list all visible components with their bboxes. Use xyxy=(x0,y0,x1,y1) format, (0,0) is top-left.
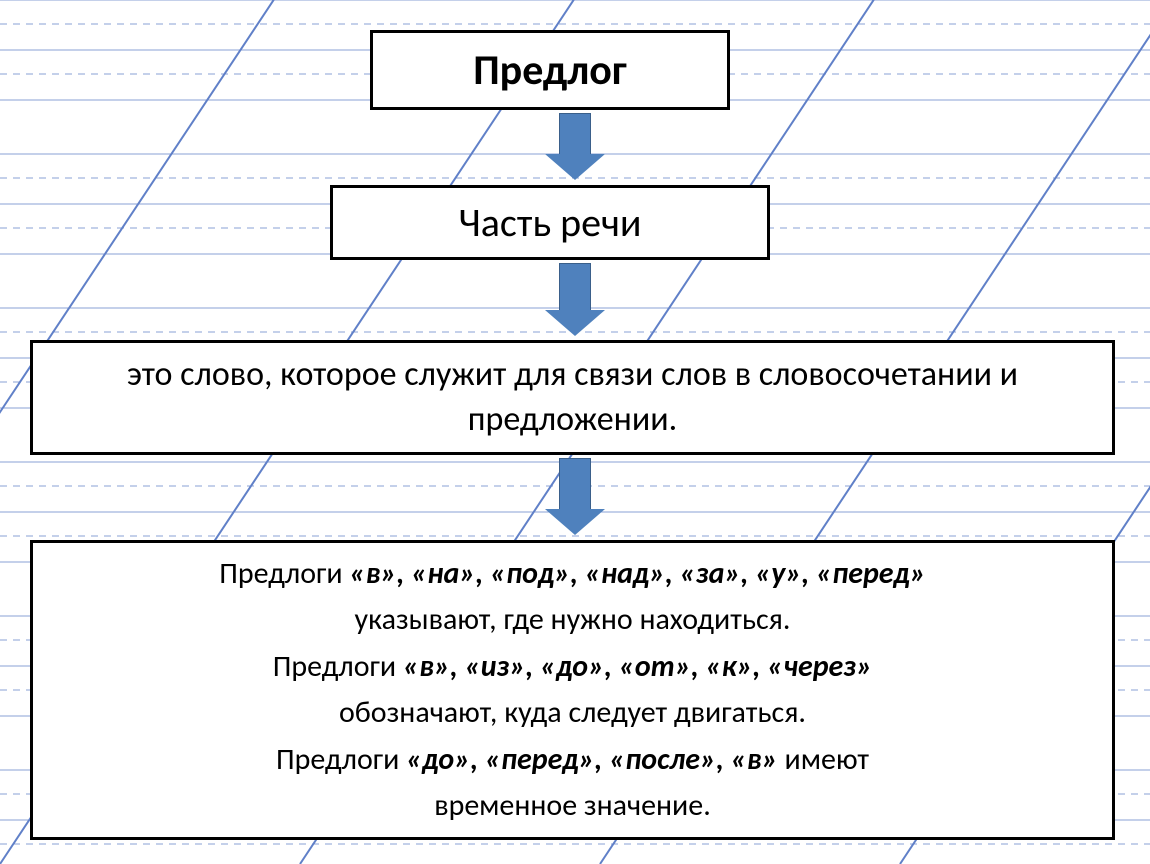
arrow-down-icon xyxy=(545,458,605,535)
title-text: Предлог xyxy=(473,45,627,96)
definition-box: это слово, которое служит для связи слов… xyxy=(30,340,1115,455)
subtitle-text: Часть речи xyxy=(459,198,642,247)
arrow-down-icon xyxy=(545,263,605,336)
arrow-down-icon xyxy=(545,113,605,180)
title-box: Предлог xyxy=(370,30,730,110)
examples-box: Предлоги «в», «на», «под», «над», «за», … xyxy=(30,540,1115,840)
subtitle-box: Часть речи xyxy=(330,185,770,260)
definition-text: это слово, которое служит для связи слов… xyxy=(53,353,1092,441)
examples-text: Предлоги «в», «на», «под», «над», «за», … xyxy=(219,551,926,830)
